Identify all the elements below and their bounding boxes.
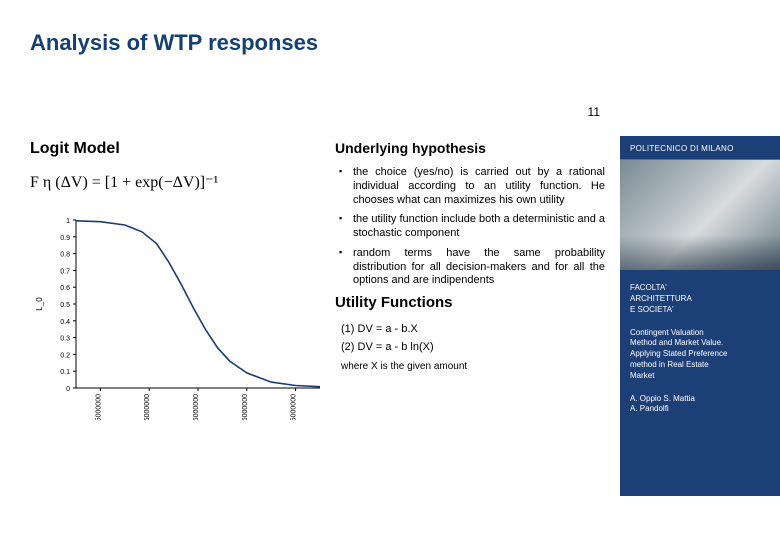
- svg-text:0.7: 0.7: [60, 268, 70, 275]
- course-line: Contingent Valuation: [630, 328, 770, 339]
- faculty-line: FACOLTA': [630, 282, 770, 293]
- svg-text:195000000: 195000000: [144, 394, 151, 420]
- list-item: random terms have the same probability d…: [335, 247, 605, 288]
- sidebar: POLITECNICO DI MILANO FACOLTA' ARCHITETT…: [620, 136, 780, 496]
- svg-text:1: 1: [66, 218, 70, 225]
- faculty-line: ARCHITETTURA: [630, 293, 770, 304]
- middle-column: Underlying hypothesis the choice (yes/no…: [335, 140, 605, 372]
- course-block: Contingent Valuation Method and Market V…: [620, 328, 780, 390]
- logit-chart: 0 0.1 0.2 0.3 0.4 0.5 0.6 0.7 0.8 0.9 1 L_0 17500000…: [30, 210, 330, 420]
- svg-text:0.3: 0.3: [60, 336, 70, 343]
- svg-text:0.8: 0.8: [60, 252, 70, 259]
- svg-text:235000000: 235000000: [242, 394, 249, 420]
- course-line: Market: [630, 371, 770, 382]
- list-item: the choice (yes/no) is carried out by a …: [335, 166, 605, 207]
- left-column: Logit Model F η (ΔV) = [1 + exp(−ΔV)]⁻¹ …: [30, 140, 330, 420]
- svg-text:0.6: 0.6: [60, 285, 70, 292]
- svg-text:0.1: 0.1: [60, 369, 70, 376]
- page-number: 11: [588, 105, 600, 119]
- faculty-line: E SOCIETA': [630, 304, 770, 315]
- logit-heading: Logit Model: [30, 140, 330, 158]
- chart-svg: 0 0.1 0.2 0.3 0.4 0.5 0.6 0.7 0.8 0.9 1 L_0 17500000…: [30, 210, 330, 420]
- hypothesis-list: the choice (yes/no) is carried out by a …: [335, 166, 605, 288]
- svg-text:0.5: 0.5: [60, 302, 70, 309]
- svg-text:L_0: L_0: [35, 297, 44, 311]
- svg-text:0.2: 0.2: [60, 352, 70, 359]
- brand-label: POLITECNICO DI MILANO: [620, 136, 780, 160]
- equation-1: (1) DV = a - b.X: [335, 323, 605, 335]
- authors-block: A. Oppio S. Mattia A. Pandolfi: [620, 390, 780, 424]
- hypothesis-heading: Underlying hypothesis: [335, 140, 605, 156]
- course-line: Method and Market Value.: [630, 338, 770, 349]
- author-line: A. Oppio S. Mattia: [630, 394, 770, 405]
- course-line: Applying Stated Preference: [630, 349, 770, 360]
- svg-text:0.4: 0.4: [60, 319, 70, 326]
- svg-text:255000000: 255000000: [291, 394, 298, 420]
- utility-heading: Utility Functions: [335, 294, 605, 311]
- svg-text:215000000: 215000000: [193, 394, 200, 420]
- equation-2: (2) DV = a - b ln(X): [335, 341, 605, 353]
- sidebar-photo: [620, 160, 780, 270]
- faculty-block: FACOLTA' ARCHITETTURA E SOCIETA': [620, 270, 780, 328]
- course-line: method in Real Estate: [630, 360, 770, 371]
- slide-title: Analysis of WTP responses: [30, 30, 318, 56]
- svg-text:0: 0: [66, 386, 70, 393]
- author-line: A. Pandolfi: [630, 404, 770, 415]
- list-item: the utility function include both a dete…: [335, 213, 605, 241]
- equation-note: where X is the given amount: [335, 361, 605, 372]
- formula: F η (ΔV) = [1 + exp(−ΔV)]⁻¹: [30, 172, 330, 192]
- svg-text:0.9: 0.9: [60, 235, 70, 242]
- svg-text:175000000: 175000000: [95, 394, 102, 420]
